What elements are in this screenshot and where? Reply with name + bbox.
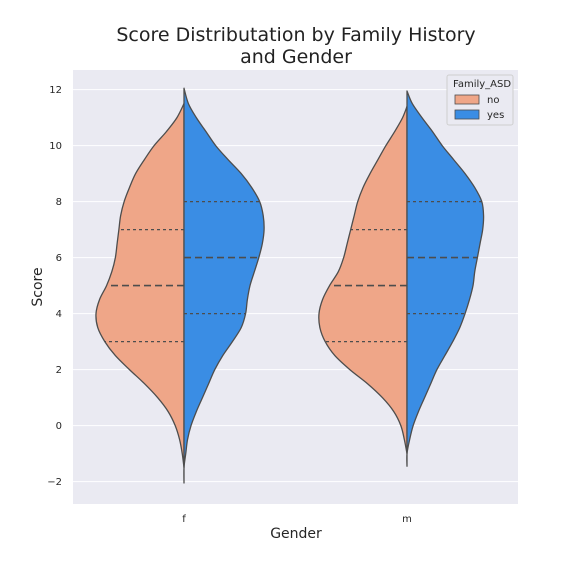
chart-title-line-1: Score Distributation by Family History xyxy=(116,24,475,46)
y-tick-label: 2 xyxy=(56,365,62,376)
legend-swatch-yes xyxy=(454,109,480,120)
legend-label-no: no xyxy=(487,95,499,106)
legend-swatch-no xyxy=(454,94,480,105)
y-tick-label: 0 xyxy=(56,421,62,432)
violin-half-yes-m xyxy=(406,90,485,467)
legend: Family_ASD no yes xyxy=(446,74,514,126)
violin-half-yes-f xyxy=(183,87,265,484)
legend-label-yes: yes xyxy=(487,110,504,121)
y-axis-label: Score xyxy=(30,267,46,306)
chart-title-line-2: and Gender xyxy=(240,46,352,68)
y-tick-labels: −2 0 2 4 6 8 10 12 xyxy=(47,85,62,488)
y-tick-label: 6 xyxy=(56,253,62,264)
x-tick-label: f xyxy=(182,514,186,525)
x-axis-label: Gender xyxy=(270,526,322,542)
legend-title: Family_ASD xyxy=(453,79,511,90)
violin-half-no-m xyxy=(318,105,408,455)
y-tick-label: 4 xyxy=(56,309,62,320)
x-tick-label: m xyxy=(402,514,412,525)
y-tick-label: 10 xyxy=(49,141,62,152)
y-tick-label: −2 xyxy=(47,477,62,488)
violins xyxy=(95,87,485,484)
y-tick-label: 8 xyxy=(56,197,62,208)
y-tick-label: 12 xyxy=(49,85,62,96)
